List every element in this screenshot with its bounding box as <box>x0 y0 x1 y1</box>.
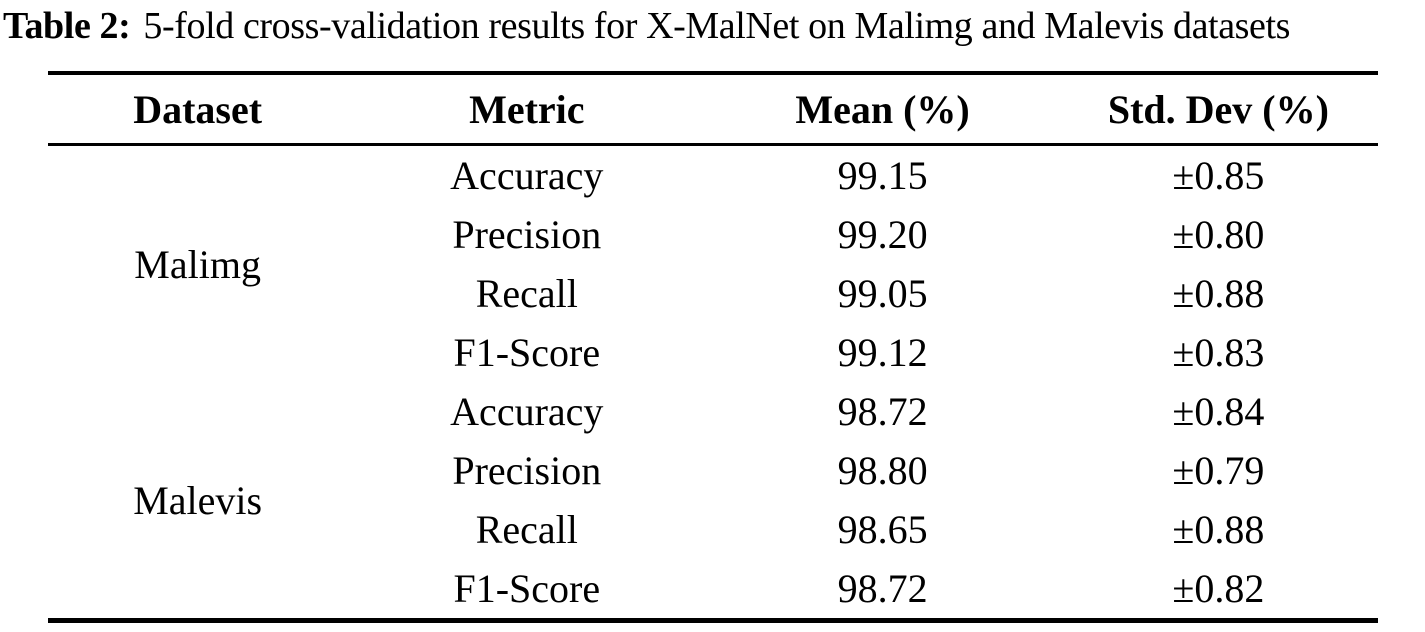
table-row: Recall 98.65 ±0.88 <box>48 500 1378 559</box>
mean-cell: 98.72 <box>837 389 928 434</box>
std-dev-cell: ±0.88 <box>1172 271 1265 316</box>
metric-cell: Recall <box>475 507 578 552</box>
metric-cell: Accuracy <box>450 153 604 198</box>
mean-cell: 98.80 <box>837 448 928 493</box>
mean-cell: 99.12 <box>837 330 928 375</box>
col-header-dataset: Dataset <box>48 73 348 146</box>
mean-cell: 98.72 <box>837 566 928 611</box>
table-row: F1-Score 98.72 ±0.82 <box>48 559 1378 621</box>
table-row: Precision 99.20 ±0.80 <box>48 205 1378 264</box>
metric-cell: F1-Score <box>453 330 601 375</box>
std-dev-cell: ±0.80 <box>1172 212 1265 257</box>
col-header-metric: Metric <box>347 73 707 146</box>
mean-cell: 99.05 <box>837 271 928 316</box>
header-row: Dataset Metric Mean (%) Std. Dev (%) <box>48 73 1378 146</box>
table-caption: Table 2: 5-fold cross-validation results … <box>3 2 1425 50</box>
mean-cell: 99.15 <box>837 153 928 198</box>
table-row: F1-Score 99.12 ±0.83 <box>48 323 1378 382</box>
col-header-mean: Mean (%) <box>706 73 1059 146</box>
std-dev-cell: ±0.83 <box>1172 330 1265 375</box>
dataset-cell-malevis: Malevis <box>133 477 263 523</box>
std-dev-cell: ±0.82 <box>1172 566 1265 611</box>
mean-cell: 98.65 <box>837 507 928 552</box>
col-header-std-dev: Std. Dev (%) <box>1058 73 1378 146</box>
table-row: Malevis Accuracy 98.72 ±0.84 <box>48 382 1378 523</box>
metric-cell: Precision <box>452 448 602 493</box>
metric-cell: Recall <box>475 271 578 316</box>
table-row: Recall 99.05 ±0.88 <box>48 264 1378 323</box>
metric-cell: Precision <box>452 212 602 257</box>
table-row: Malimg Accuracy 99.15 ±0.85 <box>48 145 1378 287</box>
std-dev-cell: ±0.88 <box>1172 507 1265 552</box>
std-dev-cell: ±0.85 <box>1172 153 1265 198</box>
dataset-cell-malimg: Malimg <box>134 241 261 287</box>
table-row: Precision 98.80 ±0.79 <box>48 441 1378 500</box>
metric-cell: Accuracy <box>450 389 604 434</box>
table-caption-label: Table 2: <box>3 5 131 47</box>
table-caption-text: 5-fold cross-validation results for X-Ma… <box>143 5 1291 47</box>
std-dev-cell: ±0.84 <box>1172 389 1265 434</box>
results-table: Dataset Metric Mean (%) Std. Dev (%) Mal… <box>48 71 1378 623</box>
mean-cell: 99.20 <box>837 212 928 257</box>
metric-cell: F1-Score <box>453 566 601 611</box>
std-dev-cell: ±0.79 <box>1172 448 1265 493</box>
